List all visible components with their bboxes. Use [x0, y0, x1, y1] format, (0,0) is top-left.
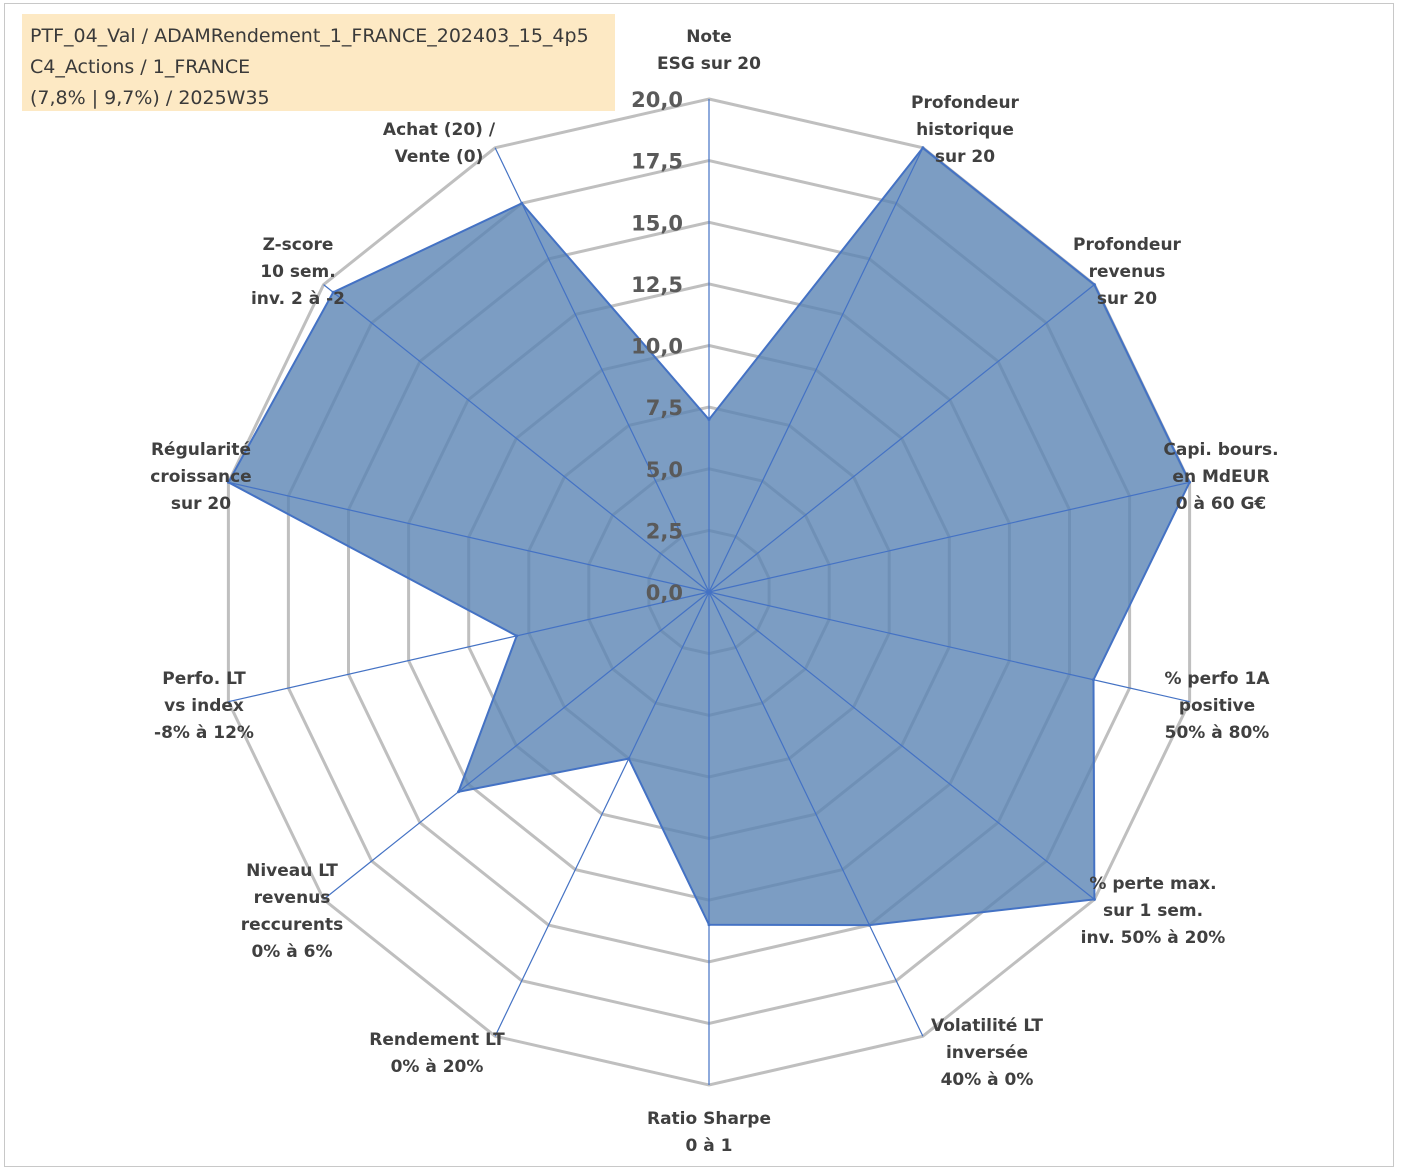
info-line-3: (7,8% | 9,7%) / 2025W35: [30, 87, 270, 109]
axis-label-line: 0% à 20%: [391, 1057, 484, 1077]
axis-label-line: Perfo. LT: [162, 669, 246, 689]
axis-spoke: [708, 284, 1095, 593]
chart-frame: [4, 3, 1394, 1167]
tick-label: 15,0: [631, 211, 683, 235]
axis-label-line: Régularité: [151, 440, 251, 460]
axis-label: Profondeur historique sur 20: [911, 93, 1020, 167]
axis-label-line: vs index: [164, 696, 244, 716]
axis-label-line: sur 20: [1097, 289, 1157, 309]
axis-label-line: Achat (20) /: [383, 120, 496, 140]
axis-label-line: Niveau LT: [246, 861, 338, 881]
axis-spoke: [708, 147, 924, 593]
tick-label: 20,0: [631, 88, 683, 112]
axis-label-line: Ratio Sharpe: [647, 1109, 771, 1129]
axis-spoke: [708, 481, 1190, 593]
tick-label: 10,0: [631, 335, 683, 359]
axis-spoke: [228, 481, 710, 593]
axis-label-line: Z-score: [263, 235, 334, 255]
axis-label-line: positive: [1179, 696, 1255, 716]
axis-label-line: -8% à 12%: [154, 723, 254, 743]
axis-label: Ratio Sharpe 0 à 1: [647, 1109, 771, 1156]
portfolio-info-box: PTF_04_Val / ADAMRendement_1_FRANCE_2024…: [22, 14, 615, 111]
axis-label-line: 10 sem.: [260, 262, 335, 282]
tick-label: 2,5: [646, 519, 683, 543]
axis-label-line: % perfo 1A: [1164, 669, 1270, 689]
axis-label-line: Rendement LT: [369, 1030, 505, 1050]
axis-label-line: 40% à 0%: [941, 1070, 1034, 1090]
axis-spoke: [228, 591, 710, 703]
axis-label-line: Note: [686, 27, 732, 47]
axis-spoke: [323, 284, 710, 593]
axis-label-line: sur 20: [171, 494, 231, 514]
axis-spoke: [494, 147, 710, 593]
axis-label: Rendement LT 0% à 20%: [369, 1030, 505, 1077]
axis-label: Z-score 10 sem. inv. 2 à -2: [251, 235, 345, 309]
tick-label: 12,5: [631, 273, 683, 297]
axis-label-line: croissance: [150, 467, 251, 487]
axis-label-line: 0% à 6%: [251, 942, 332, 962]
axis-label-line: 0 à 60 G€: [1176, 494, 1267, 514]
axis-label: Capi. bours. en MdEUR 0 à 60 G€: [1163, 440, 1278, 514]
axis-label-line: Capi. bours.: [1163, 440, 1278, 460]
axis-label-line: Profondeur: [1073, 235, 1182, 255]
radar-tick-labels: 0,0 2,5 5,0 7,5 10,0 12,5 15,0 17,5 20,0: [631, 88, 683, 605]
axis-spoke: [494, 591, 710, 1037]
axis-label: % perfo 1A positive 50% à 80%: [1164, 669, 1270, 743]
axis-spoke: [708, 591, 1190, 703]
axis-label-line: 50% à 80%: [1165, 723, 1270, 743]
axis-spoke: [708, 591, 924, 1037]
info-line-2: C4_Actions / 1_FRANCE: [30, 56, 251, 78]
axis-label-line: inversée: [946, 1043, 1028, 1063]
tick-label: 17,5: [631, 150, 683, 174]
axis-label-line: sur 20: [935, 147, 995, 167]
axis-label-line: ESG sur 20: [657, 54, 761, 74]
axis-label-line: 0 à 1: [686, 1136, 733, 1156]
tick-label: 0,0: [646, 581, 683, 605]
axis-label: Perfo. LT vs index -8% à 12%: [154, 669, 254, 743]
axis-label-line: Volatilité LT: [931, 1016, 1043, 1036]
axis-label-line: en MdEUR: [1172, 467, 1269, 487]
axis-spoke: [323, 591, 710, 900]
axis-label-line: inv. 50% à 20%: [1081, 928, 1226, 948]
axis-label-line: reccurents: [241, 915, 343, 935]
tick-label: 7,5: [646, 396, 683, 420]
axis-label-line: historique: [916, 120, 1014, 140]
axis-label: Volatilité LT inversée 40% à 0%: [931, 1016, 1043, 1090]
axis-label-line: Profondeur: [911, 93, 1020, 113]
axis-label: Niveau LT revenus reccurents 0% à 6%: [241, 861, 343, 962]
axis-label-line: revenus: [1089, 262, 1166, 282]
axis-label: Profondeur revenus sur 20: [1073, 235, 1182, 309]
axis-spoke: [708, 591, 1095, 900]
axis-label: Régularité croissance sur 20: [150, 440, 251, 514]
axis-label: % perte max. sur 1 sem. inv. 50% à 20%: [1081, 874, 1226, 948]
info-line-1: PTF_04_Val / ADAMRendement_1_FRANCE_2024…: [30, 25, 589, 47]
axis-label-line: revenus: [254, 888, 331, 908]
axis-label-line: sur 1 sem.: [1103, 901, 1203, 921]
tick-label: 5,0: [646, 458, 683, 482]
axis-label-line: % perte max.: [1089, 874, 1216, 894]
radar-spokes: [228, 99, 1190, 1085]
axis-label: Note ESG sur 20: [657, 27, 761, 74]
axis-label-line: inv. 2 à -2: [251, 289, 345, 309]
axis-label-line: Vente (0): [395, 147, 484, 167]
